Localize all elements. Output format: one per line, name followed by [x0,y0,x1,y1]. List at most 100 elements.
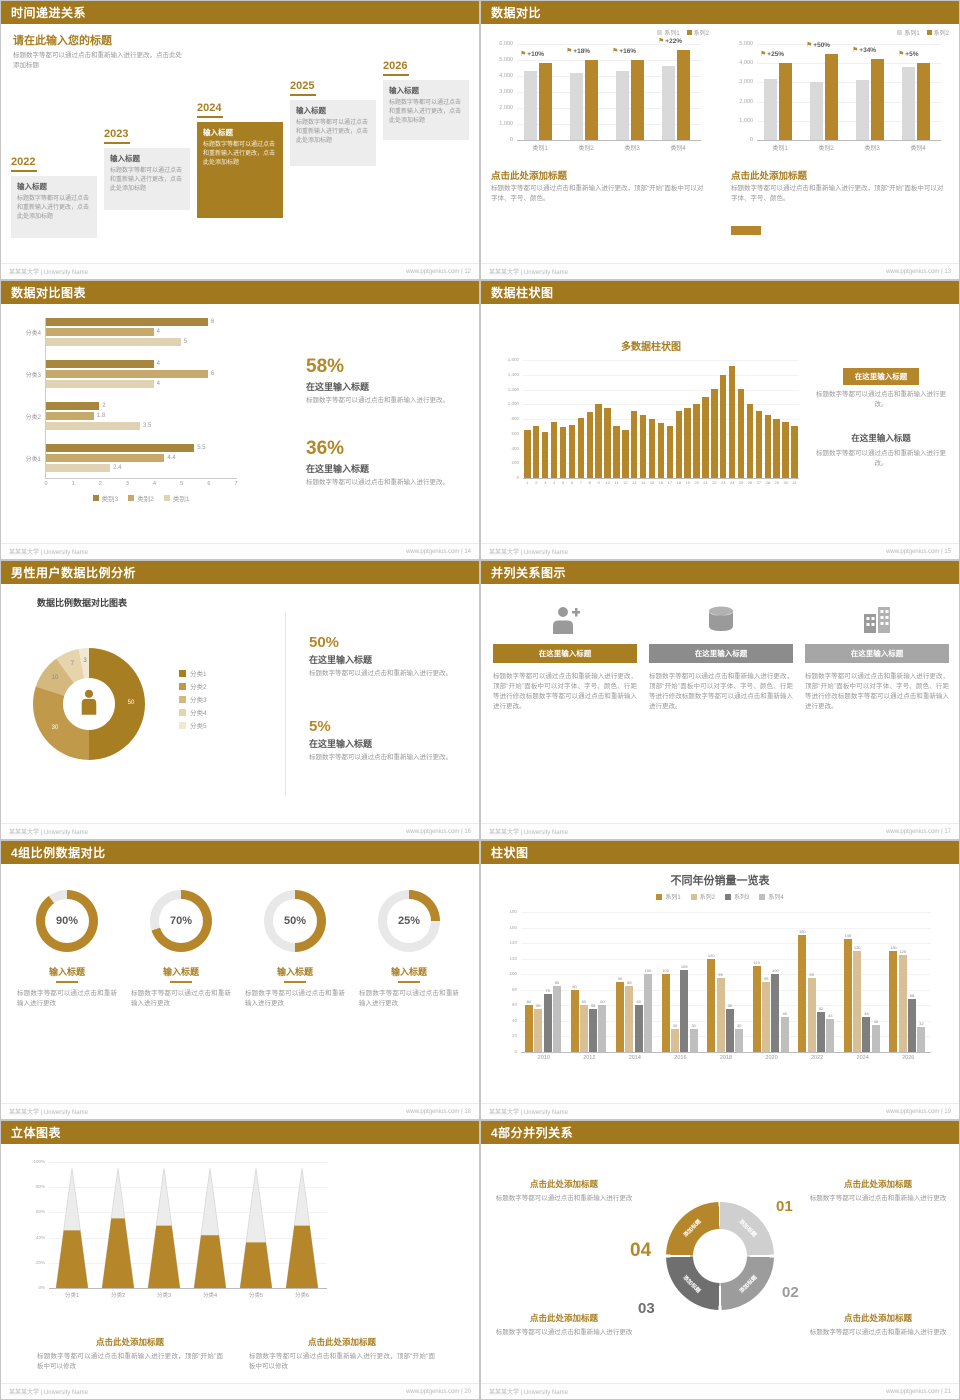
gridline [521,1052,931,1053]
footer-site-page: www.pptgenius.com | 20 [406,1388,471,1395]
slide-title: 时间递进关系 [11,6,87,20]
gridline [49,1212,327,1214]
legend-item: 系列2 [926,28,949,37]
x-tick-label: 4 [553,480,556,485]
slide-footer: 某某某大学 | University Name www.pptgenius.co… [481,263,959,279]
slide-thumbnail-19[interactable]: 柱状图 不同年份销量一览表 系列1 系列2 系列3 系列4 180 160 140 120 100… [481,841,959,1119]
x-tick-label: 12 [623,480,628,485]
legend-item: 系列1 [897,28,920,37]
donut-hole: 50% [273,899,317,943]
bar [613,426,620,478]
slide-title: 数据柱状图 [491,286,554,300]
timeline-box-body: 标题数字等都可以通过点击和重新输入进行更改，点击此处添加标题 [110,168,183,192]
y-tick-label: 3,000 [739,79,753,86]
donut-hole [63,678,115,730]
y-tick-label: 1,000 [507,401,519,407]
column-banner: 在这里输入标题 [649,644,793,663]
hbar [45,380,154,388]
x-tick-label: 1 [71,481,75,487]
bar [707,958,716,1052]
bar [782,422,789,478]
slide-thumbnail-12[interactable]: 时间递进关系 请在此输入您的标题标题数字等都可以通过点击和重新输入进行更改，点击… [1,1,479,279]
y-tick-label: 0 [514,1049,517,1054]
column-banner: 在这里输入标题 [493,644,637,663]
ratio-item: 90% 输入标题 标题数字等都可以通过点击和重新输入进行更改 [17,890,117,1009]
slide-body: 多数据柱状图 1,600 1,400 1,200 1,000 800 600 400 200 0 1… [481,304,959,543]
building-icon [805,602,949,636]
stat-block: 50% 在这里输入标题 标题数字等都可以通过点击和重新输入进行更改。 [309,634,459,679]
column-body: 标题数字等都可以通过点击和重新输入进行更改，顶部“开始”面板中可以对字体、字号、… [649,673,793,711]
male-person-icon [79,689,99,720]
gridline [521,974,931,976]
legend-swatch [92,495,99,501]
timeline-underline [197,116,223,118]
bar [716,978,725,1052]
person-plus-icon [493,602,637,636]
legend-item: 系列1 [657,28,680,37]
y-tick-label: 120 [509,955,517,961]
block-title-banner: 在这里输入标题 [842,368,920,385]
slide-thumbnail-14[interactable]: 数据对比图表 分类4 6 4 5 分类3 4 6 4 分类2 2 1.8 3.5 分类1 5.5 4.4 2.… [1,281,479,559]
slide-body: 添加标题 添加标题 添加标题 添加标题 01 02 03 04 点击此处添加标题 标题数字等都可以… [481,1144,959,1383]
chart-panel: 分类4 6 4 5 分类3 4 6 4 分类2 2 1.8 3.5 分类1 5.5 4.4 2.4 0 1 2 3 4 5… [9,316,294,531]
footer-site-page: www.pptgenius.com | 16 [406,828,471,835]
x-tick-label: 28 [765,480,771,485]
gridline [521,989,931,991]
bar [780,1017,789,1052]
bar [550,421,558,478]
bar-value: 45 [782,1011,787,1016]
slide-thumbnail-21[interactable]: 4部分并列关系 添加标题 添加标题 添加标题 添加标题 01 02 03 04 点击此处添加标题… [481,1121,959,1399]
x-tick-label: 17 [667,480,673,485]
y-tick-label: 4,000 [739,60,753,67]
bar [533,426,540,478]
legend-swatch [163,495,170,501]
bar-value: 30 [691,1022,696,1028]
timeline-box-body: 标题数字等都可以通过点击和重新输入进行更改，点击此处添加标题 [296,120,369,144]
bar-value: 125 [899,948,907,954]
timeline-box: 输入标题 标题数字等都可以通过点击和重新输入进行更改，点击此处添加标题 [11,176,97,238]
gridline [521,912,931,913]
slide-thumbnail-18[interactable]: 4组比例数据对比 90% 输入标题 标题数字等都可以通过点击和重新输入进行更改 70%… [1,841,479,1119]
legend-label: 分类3 [190,697,207,704]
legend-label: 系列1 [904,31,920,37]
stat-block: 36% 在这里输入标题 标题数字等都可以通过点击和重新输入进行更改。 [306,438,461,488]
hbar-value: 2.4 [113,465,122,471]
block-title: 点击此处添加标题 [307,1337,376,1347]
slide-title: 柱状图 [491,846,529,860]
bar-value: 100 [644,968,652,974]
slide-thumbnail-16[interactable]: 男性用户数据比例分析 数据比例数据对比图表 50 30 10 7 3 分类1 分类2 分类3 分类… [1,561,479,839]
bar [657,422,665,478]
category-label: 分类2 [25,415,41,421]
bar-value: 45 [864,1011,869,1016]
slide-title-bar: 立体图表 [1,1121,479,1144]
bar [604,407,611,478]
text-block: 点击此处添加标题 标题数字等都可以通过点击和重新输入进行更改 [807,1312,949,1338]
divider [285,612,286,796]
bar [559,427,567,478]
x-tick-label: 26 [747,480,753,485]
bar-series2 [917,63,930,140]
x-tick-label: 分类2 [110,1293,126,1299]
chart-panel: 系列1 系列2 5,000 4,000 3,000 2,000 1,000 0 ⚑+25% 类别1… [731,28,949,260]
intro-title: 请在此输入您的标题 [13,35,112,47]
y-tick-label: 100% [33,1159,45,1164]
timeline-item: 2025 输入标题 标题数字等都可以通过点击和重新输入进行更改，点击此处添加标题 [290,80,376,166]
slide-body: 100% 80% 60% 40% 20% 0% 分类1 分类2 分类3 分类4 分类5 分类6 点击此处… [1,1144,479,1383]
chart-panel: 180 160 140 120 100 80 60 40 20 0 60 55 75 85 2010 80 60… [499,908,947,1093]
slide-title-bar: 数据对比图表 [1,281,479,304]
slide-thumbnail-20[interactable]: 立体图表 100% 80% 60% 40% 20% 0% 分类1 分类2 分类3 分类4 分类5 分类… [1,1121,479,1399]
slide-thumbnail-17[interactable]: 并列关系图示 在这里输入标题 标题数字等都可以通过点击和重新输入进行更改，顶部“开… [481,561,959,839]
cycle-hole [693,1229,747,1283]
gridline [49,1187,327,1189]
slide-thumbnail-15[interactable]: 数据柱状图 多数据柱状图 1,600 1,400 1,200 1,000 800 600 40… [481,281,959,559]
accent-tag [731,226,761,235]
category-label: 分类4 [25,331,41,337]
y-tick-label: 2,000 [499,105,513,111]
hbar-value: 5 [183,339,188,345]
bar-value: 150 [798,929,806,935]
legend-item: 分类3 [179,694,249,704]
slide-thumbnail-13[interactable]: 数据对比 系列1 系列2 6,000 5,000 4,000 3,000 2,000 1,00… [481,1,959,279]
ratio-value: 25% [397,915,421,927]
bar-callout: ⚑+25% [760,50,806,58]
legend-swatch [179,721,186,729]
